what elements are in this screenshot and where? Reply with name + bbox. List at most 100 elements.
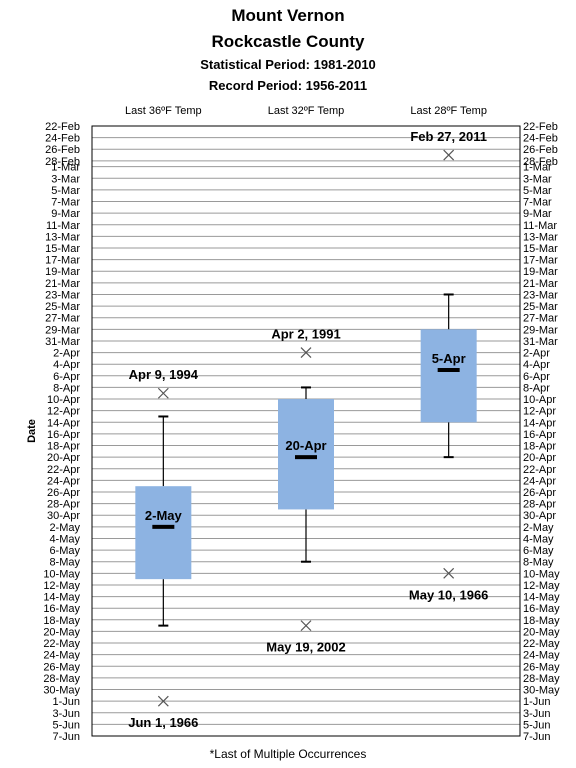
y-tick-label-right: 23-Mar bbox=[523, 289, 558, 301]
box bbox=[135, 486, 192, 580]
record-late-marker bbox=[300, 620, 312, 632]
y-tick-label-left: 1-Mar bbox=[51, 162, 80, 174]
y-tick-label-right: 8-Apr bbox=[523, 382, 550, 394]
median-marker bbox=[152, 524, 175, 529]
footnote: *Last of Multiple Occurrences bbox=[209, 747, 367, 761]
y-tick-label-left: 27-Mar bbox=[45, 313, 80, 325]
y-tick-label-right: 22-Apr bbox=[523, 464, 556, 476]
record-late-label: May 19, 2002 bbox=[266, 640, 346, 655]
y-tick-label-left: 14-Apr bbox=[47, 417, 80, 429]
record-late-label: May 10, 1966 bbox=[409, 587, 489, 602]
y-tick-label-left: 10-May bbox=[43, 568, 80, 580]
median-marker bbox=[295, 455, 317, 460]
y-tick-label-left: 28-Apr bbox=[47, 499, 80, 511]
y-tick-label-left: 16-Apr bbox=[47, 429, 80, 441]
y-tick-label-right: 19-Mar bbox=[523, 266, 558, 278]
y-tick-label-left: 24-May bbox=[43, 650, 80, 662]
y-axis-label: Date bbox=[26, 419, 38, 443]
y-tick-label-left: 30-Apr bbox=[47, 510, 80, 522]
y-tick-label-left: 28-Feb bbox=[45, 156, 80, 168]
y-tick-label-left: 10-Apr bbox=[47, 394, 80, 406]
y-tick-label-left: 8-May bbox=[49, 557, 80, 569]
y-tick-label-right: 16-Apr bbox=[523, 429, 556, 441]
y-tick-label-left: 22-Apr bbox=[47, 464, 80, 476]
y-tick-label-right: 29-Mar bbox=[523, 324, 558, 336]
y-tick-label-left: 2-May bbox=[49, 522, 80, 534]
y-tick-label-left: 22-May bbox=[43, 638, 80, 650]
y-tick-label-left: 7-Mar bbox=[51, 197, 80, 209]
record-late-marker bbox=[157, 695, 169, 707]
y-tick-label-right: 31-Mar bbox=[523, 336, 558, 348]
median-label: 2-May bbox=[145, 508, 183, 523]
y-tick-label-left: 25-Mar bbox=[45, 301, 80, 313]
record-early-label: Apr 2, 1991 bbox=[271, 327, 340, 342]
y-tick-label-left: 14-May bbox=[43, 592, 80, 604]
y-tick-label-right: 30-May bbox=[523, 685, 560, 697]
y-tick-label-right: 7-Mar bbox=[523, 197, 552, 209]
y-tick-label-right: 6-May bbox=[523, 545, 554, 557]
y-tick-label-left: 8-Apr bbox=[53, 382, 80, 394]
y-tick-label-right: 1-Jun bbox=[523, 696, 551, 708]
box bbox=[278, 399, 334, 510]
y-tick-label-left: 16-May bbox=[43, 603, 80, 615]
y-tick-label-right: 24-May bbox=[523, 650, 560, 662]
y-tick-label-left: 21-Mar bbox=[45, 278, 80, 290]
y-tick-label-left: 13-Mar bbox=[45, 231, 80, 243]
y-tick-label-right: 28-May bbox=[523, 673, 560, 685]
record-early-label: Feb 27, 2011 bbox=[410, 129, 487, 144]
y-tick-label-left: 3-Jun bbox=[52, 708, 80, 720]
y-tick-label-left: 23-Mar bbox=[45, 289, 80, 301]
y-tick-label-right: 26-May bbox=[523, 661, 560, 673]
plot-frame bbox=[91, 125, 521, 737]
y-tick-label-right: 14-May bbox=[523, 592, 560, 604]
y-tick-label-right: 4-Apr bbox=[523, 359, 550, 371]
y-tick-label-right: 5-Mar bbox=[523, 185, 552, 197]
y-tick-label-right: 25-Mar bbox=[523, 301, 558, 313]
record-late-label: Jun 1, 1966 bbox=[128, 715, 198, 730]
y-tick-label-left: 20-Apr bbox=[47, 452, 80, 464]
y-tick-label-left: 4-May bbox=[49, 533, 80, 545]
y-tick-label-right: 12-May bbox=[523, 580, 560, 592]
y-tick-label-right: 21-Mar bbox=[523, 278, 558, 290]
statistical-period: Statistical Period: 1981-2010 bbox=[200, 57, 376, 72]
y-tick-label-right: 30-Apr bbox=[523, 510, 556, 522]
y-tick-label-right: 28-Feb bbox=[523, 156, 558, 168]
y-tick-label-right: 22-Feb bbox=[523, 121, 558, 133]
y-tick-label-right: 28-Apr bbox=[523, 499, 556, 511]
box bbox=[420, 329, 477, 423]
category-label: Last 32ºF Temp bbox=[268, 105, 345, 117]
y-tick-label-right: 15-Mar bbox=[523, 243, 558, 255]
median-marker bbox=[437, 368, 460, 372]
y-tick-label-right: 20-Apr bbox=[523, 452, 556, 464]
y-tick-label-left: 6-May bbox=[49, 545, 80, 557]
y-tick-label-left: 26-Feb bbox=[45, 144, 80, 156]
category-label: Last 28ºF Temp bbox=[410, 105, 487, 117]
y-tick-label-left: 19-Mar bbox=[45, 266, 80, 278]
y-tick-label-right: 9-Mar bbox=[523, 208, 552, 220]
y-tick-label-left: 9-Mar bbox=[51, 208, 80, 220]
chart-title: Mount Vernon bbox=[231, 6, 345, 25]
y-tick-label-right: 18-Apr bbox=[523, 441, 556, 453]
y-tick-label-right: 5-Jun bbox=[523, 719, 551, 731]
y-tick-label-right: 6-Apr bbox=[523, 371, 550, 383]
chart-subtitle: Rockcastle County bbox=[211, 32, 365, 51]
y-tick-label-right: 7-Jun bbox=[523, 731, 551, 743]
y-tick-label-right: 27-Mar bbox=[523, 313, 558, 325]
y-tick-label-right: 24-Apr bbox=[523, 475, 556, 487]
y-tick-label-left: 12-Apr bbox=[47, 406, 80, 418]
y-tick-label-right: 3-Mar bbox=[523, 173, 552, 185]
y-tick-label-right: 2-Apr bbox=[523, 348, 550, 360]
y-tick-label-left: 5-Jun bbox=[52, 719, 80, 731]
y-tick-label-left: 11-Mar bbox=[46, 220, 80, 232]
y-tick-label-right: 22-May bbox=[523, 638, 560, 650]
y-tick-label-left: 29-Mar bbox=[45, 324, 80, 336]
y-tick-label-right: 20-May bbox=[523, 626, 560, 638]
y-tick-label-left: 2-Apr bbox=[53, 348, 80, 360]
y-tick-label-left: 26-May bbox=[43, 661, 80, 673]
y-tick-label-right: 10-Apr bbox=[523, 394, 556, 406]
y-tick-label-right: 26-Apr bbox=[523, 487, 556, 499]
y-tick-label-right: 10-May bbox=[523, 568, 560, 580]
y-tick-label-left: 20-May bbox=[43, 626, 80, 638]
y-tick-label-left: 31-Mar bbox=[45, 336, 80, 348]
